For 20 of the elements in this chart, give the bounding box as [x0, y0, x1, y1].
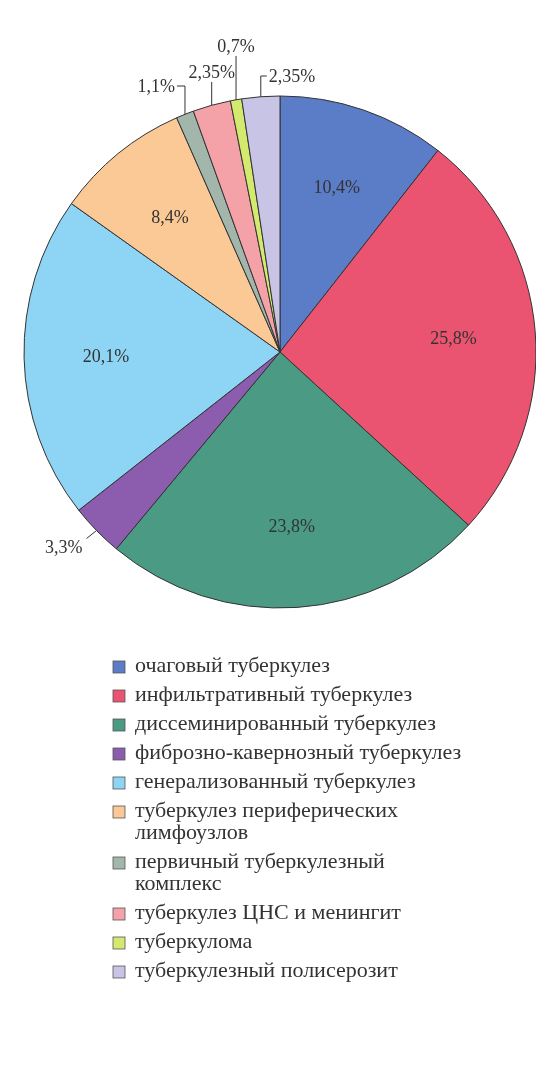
data-label: 23,8%: [268, 515, 315, 536]
legend-label: очаговый туберкулез: [135, 652, 330, 677]
data-label: 3,3%: [45, 536, 83, 557]
legend-label: инфильтративный туберкулез: [135, 681, 413, 706]
data-label: 10,4%: [313, 177, 361, 198]
data-label: 0,7%: [217, 36, 255, 56]
legend-label: туберкулома: [135, 928, 253, 953]
data-label: 20,1%: [82, 346, 130, 367]
legend-label: генерализованный туберкулез: [135, 768, 416, 793]
data-label: 1,1%: [137, 76, 175, 96]
data-label: 2,35%: [268, 66, 316, 86]
legend-label: диссеминированный туберкулез: [135, 710, 437, 735]
legend-label: фиброзно-кавернозный туберкулез: [135, 739, 462, 764]
legend-label: туберкулезный полисерозит: [135, 957, 399, 982]
legend-label: первичный туберкулезный комплекс: [135, 848, 385, 895]
data-label: 8,4%: [151, 207, 189, 228]
data-label: 25,8%: [430, 327, 477, 348]
legend-label: туберкулез периферических лимфоузлов: [135, 797, 399, 844]
data-label: 2,35%: [188, 62, 235, 82]
legend-label: туберкулез ЦНС и менингит: [135, 899, 402, 924]
